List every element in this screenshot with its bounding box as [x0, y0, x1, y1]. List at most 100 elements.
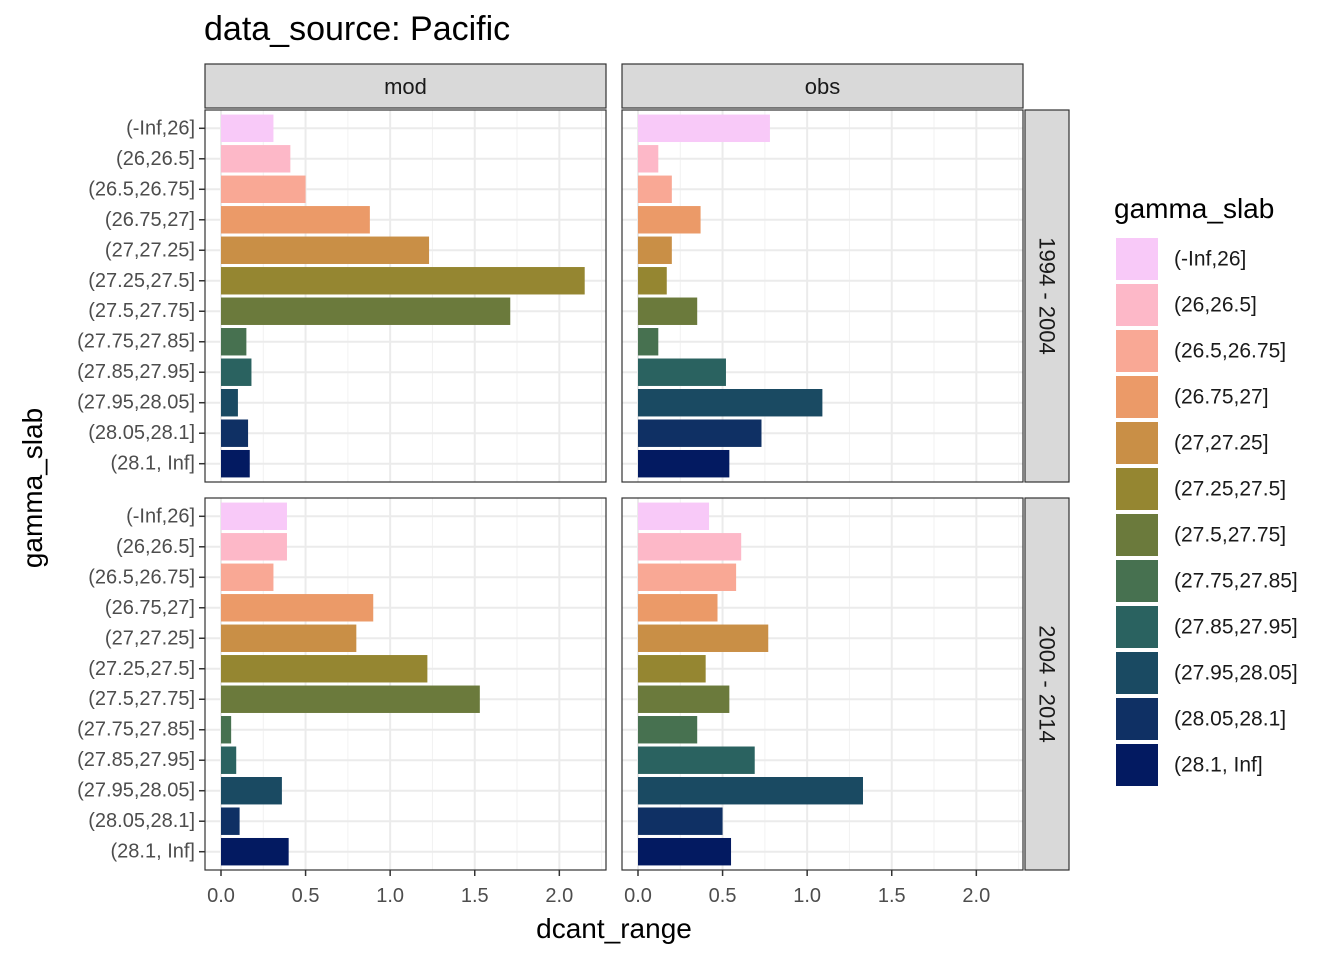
bar: [638, 655, 706, 683]
column-strip-obs: [621, 63, 1024, 109]
y-tick-label: (27.5,27.75]: [88, 300, 195, 322]
bar: [221, 236, 430, 264]
panel-border: [621, 109, 1024, 483]
legend-label: (26,26.5]: [1174, 294, 1257, 317]
legend-label: (27.85,27.95]: [1174, 616, 1298, 639]
bar: [221, 328, 247, 356]
bar: [221, 449, 250, 478]
y-tick-label: (-Inf,26]: [126, 117, 195, 139]
y-tick-label: (-Inf,26]: [126, 505, 195, 527]
bar: [221, 807, 240, 835]
y-tick-label: (27.75,27.85]: [77, 331, 195, 353]
x-tick-label: 0.5: [292, 885, 320, 907]
bar: [221, 419, 249, 447]
legend-key: [1116, 330, 1158, 372]
y-tick-label: (27,27.25]: [105, 239, 195, 261]
bar: [638, 358, 726, 386]
y-tick-label: (27.25,27.5]: [88, 658, 195, 680]
x-tick-label: 0.0: [207, 885, 235, 907]
bar: [221, 206, 370, 234]
bar: [638, 175, 672, 203]
legend-key: [1116, 560, 1158, 602]
bar: [221, 685, 480, 713]
bar: [638, 145, 659, 173]
x-tick-label: 2.0: [545, 885, 573, 907]
y-tick-label: (26.75,27]: [105, 597, 195, 619]
legend-key: [1116, 514, 1158, 556]
legend-label: (26.75,27]: [1174, 386, 1269, 409]
bar: [638, 206, 701, 234]
legend-key: [1116, 422, 1158, 464]
y-tick-label: (27.5,27.75]: [88, 688, 195, 710]
bar: [638, 533, 742, 561]
bar: [221, 716, 232, 744]
y-tick-label: (27.25,27.5]: [88, 270, 195, 292]
y-axis-title: gamma_slab: [17, 408, 48, 568]
y-tick-label: (26.5,26.75]: [88, 178, 195, 200]
bar: [638, 267, 667, 295]
y-tick-label: (26,26.5]: [116, 536, 195, 558]
bar: [638, 419, 762, 447]
panels-group: mod obs 1994 - 2004 2004 - 2014 (-Inf,26] (26…: [77, 63, 1070, 907]
panel-border: [204, 109, 607, 483]
bar: [221, 267, 585, 295]
legend-key: [1116, 606, 1158, 648]
legend-label: (27,27.25]: [1174, 432, 1269, 455]
bar: [221, 624, 357, 652]
panel-border: [621, 497, 1024, 871]
panel-border: [204, 497, 607, 871]
x-tick-label: 0.0: [624, 885, 652, 907]
bar: [638, 563, 737, 591]
bar: [638, 624, 769, 652]
x-tick-label: 1.5: [878, 885, 906, 907]
bar: [221, 655, 428, 683]
legend-key: [1116, 744, 1158, 786]
y-tick-label: (27.85,27.95]: [77, 749, 195, 771]
y-tick-label: (27.85,27.95]: [77, 361, 195, 383]
bar: [221, 145, 291, 173]
bar: [221, 114, 274, 143]
x-tick-label: 2.0: [962, 885, 990, 907]
legend-label: (28.05,28.1]: [1174, 708, 1286, 731]
x-tick-label: 1.0: [376, 885, 404, 907]
bar: [221, 502, 287, 531]
legend-label: (27.25,27.5]: [1174, 478, 1286, 501]
bar: [221, 297, 511, 325]
x-axis-title: dcant_range: [536, 913, 692, 944]
y-tick-label: (27,27.25]: [105, 627, 195, 649]
legend-key: [1116, 376, 1158, 418]
bar: [638, 297, 698, 325]
y-tick-label: (26.75,27]: [105, 209, 195, 231]
bar: [221, 175, 306, 203]
bar: [638, 594, 718, 622]
bar: [638, 746, 755, 774]
bar: [638, 716, 698, 744]
row-strip: [1024, 109, 1070, 483]
column-strip-label: obs: [805, 74, 840, 99]
column-strip-mod: [204, 63, 607, 109]
legend-key: [1116, 238, 1158, 280]
bar: [221, 563, 274, 591]
y-tick-label: (27.95,28.05]: [77, 780, 195, 802]
legend-key: [1116, 698, 1158, 740]
legend-label: (27.75,27.85]: [1174, 570, 1298, 593]
row-strip: [1024, 497, 1070, 871]
bar: [221, 837, 289, 866]
bar: [221, 358, 252, 386]
legend-label: (28.1, Inf]: [1174, 754, 1263, 777]
bar: [638, 502, 710, 531]
y-tick-label: (28.05,28.1]: [88, 422, 195, 444]
legend-label: (26.5,26.75]: [1174, 340, 1286, 363]
bar: [221, 389, 238, 417]
row-strip-label: 1994 - 2004: [1035, 237, 1060, 354]
bar: [638, 389, 823, 417]
y-tick-label: (26,26.5]: [116, 148, 195, 170]
y-tick-label: (27.75,27.85]: [77, 719, 195, 741]
bar: [638, 236, 672, 264]
column-strip-label: mod: [384, 74, 427, 99]
x-tick-label: 0.5: [709, 885, 737, 907]
bar: [638, 685, 730, 713]
bar: [638, 114, 770, 143]
bar: [638, 449, 730, 478]
